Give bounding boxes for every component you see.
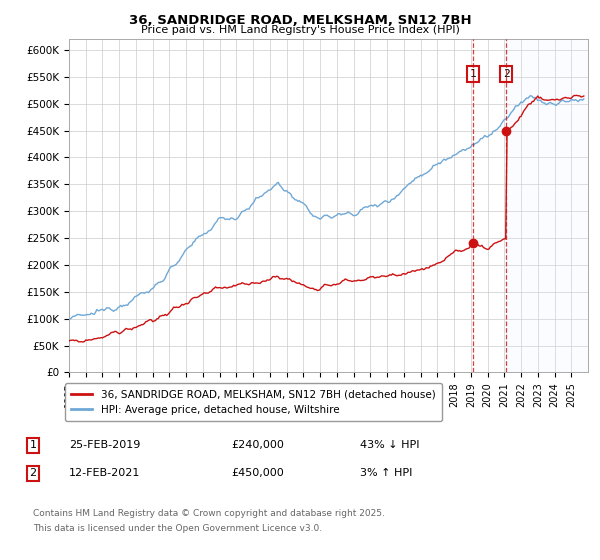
- Text: £240,000: £240,000: [231, 440, 284, 450]
- Text: 2: 2: [503, 69, 509, 79]
- Text: 1: 1: [29, 440, 37, 450]
- Text: 3% ↑ HPI: 3% ↑ HPI: [360, 468, 412, 478]
- Text: 25-FEB-2019: 25-FEB-2019: [69, 440, 140, 450]
- Text: 2: 2: [29, 468, 37, 478]
- Text: 1: 1: [470, 69, 476, 79]
- Text: 36, SANDRIDGE ROAD, MELKSHAM, SN12 7BH: 36, SANDRIDGE ROAD, MELKSHAM, SN12 7BH: [128, 14, 472, 27]
- Text: £450,000: £450,000: [231, 468, 284, 478]
- Legend: 36, SANDRIDGE ROAD, MELKSHAM, SN12 7BH (detached house), HPI: Average price, det: 36, SANDRIDGE ROAD, MELKSHAM, SN12 7BH (…: [65, 383, 442, 421]
- Text: 12-FEB-2021: 12-FEB-2021: [69, 468, 140, 478]
- Text: Price paid vs. HM Land Registry's House Price Index (HPI): Price paid vs. HM Land Registry's House …: [140, 25, 460, 35]
- Text: This data is licensed under the Open Government Licence v3.0.: This data is licensed under the Open Gov…: [33, 524, 322, 533]
- Text: Contains HM Land Registry data © Crown copyright and database right 2025.: Contains HM Land Registry data © Crown c…: [33, 509, 385, 518]
- Bar: [506, 39, 588, 372]
- Text: 43% ↓ HPI: 43% ↓ HPI: [360, 440, 419, 450]
